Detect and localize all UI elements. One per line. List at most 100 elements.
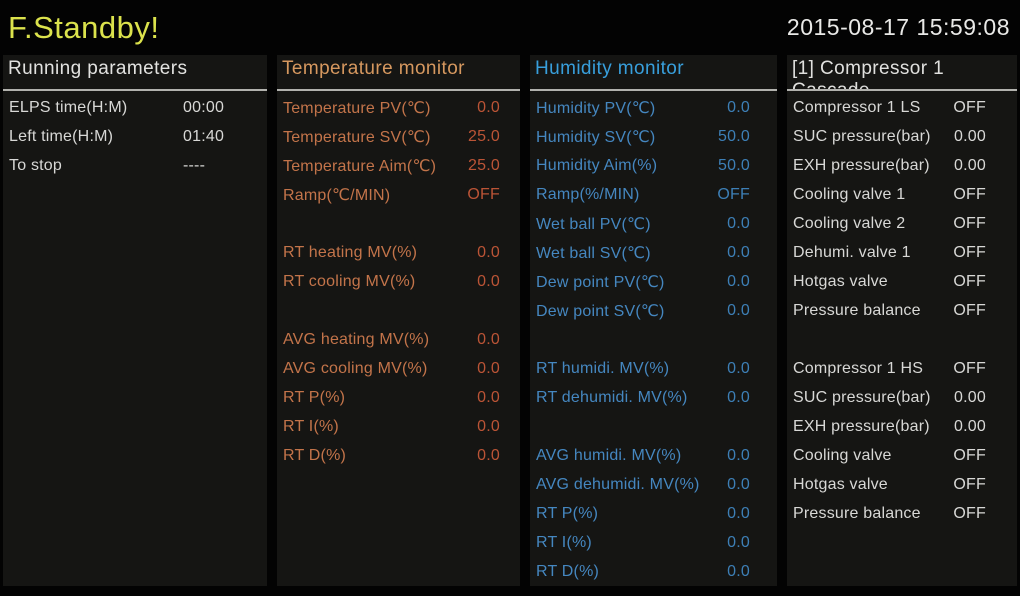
parameter-value: OFF	[953, 359, 986, 377]
parameter-value: OFF	[953, 243, 986, 261]
parameter-value: 0.00	[954, 156, 986, 174]
parameter-value: 0.0	[727, 504, 750, 522]
panel-running-parameters: Running parameters ELPS time(H:M) 00:00 …	[3, 55, 267, 586]
parameter-row: Ramp(℃/MIN) OFF	[277, 180, 520, 209]
parameter-row: EXH pressure(bar) 0.00	[787, 412, 1017, 441]
parameter-label: To stop	[9, 156, 62, 174]
panel-title: Temperature monitor	[277, 55, 520, 91]
parameter-value: 0.00	[954, 417, 986, 435]
parameter-label: AVG dehumidi. MV(%)	[536, 475, 700, 493]
parameter-row: RT humidi. MV(%) 0.0	[530, 354, 777, 383]
parameter-label: Hotgas valve	[793, 475, 888, 493]
parameter-label: RT P(%)	[536, 504, 599, 522]
parameter-value: 0.0	[727, 562, 750, 580]
parameter-row: Humidity Aim(%) 50.0	[530, 151, 777, 180]
parameter-row: Cooling valve OFF	[787, 441, 1017, 470]
parameter-label: EXH pressure(bar)	[793, 156, 930, 174]
parameter-value: 50.0	[718, 127, 750, 145]
parameter-row: Humidity SV(℃) 50.0	[530, 122, 777, 151]
parameter-label: Ramp(%/MIN)	[536, 185, 640, 203]
parameter-value: 0.0	[477, 98, 500, 116]
parameter-value: OFF	[953, 301, 986, 319]
parameter-value: ----	[183, 156, 206, 174]
parameter-label: Humidity PV(℃)	[536, 99, 656, 117]
parameter-row	[530, 325, 777, 354]
parameter-value: 00:00	[183, 98, 225, 116]
parameter-label: RT dehumidi. MV(%)	[536, 388, 688, 406]
parameter-row: Humidity PV(℃) 0.0	[530, 93, 777, 122]
parameter-row: RT D(%) 0.0	[277, 441, 520, 470]
parameter-label: Humidity Aim(%)	[536, 156, 658, 174]
parameter-value: 0.0	[477, 417, 500, 435]
panel-humidity-monitor: Humidity monitor Humidity PV(℃) 0.0 Humi…	[530, 55, 777, 586]
parameter-row: Temperature SV(℃) 25.0	[277, 122, 520, 151]
parameter-row: Compressor 1 LS OFF	[787, 93, 1017, 122]
parameter-label: RT cooling MV(%)	[283, 272, 416, 290]
parameter-label: SUC pressure(bar)	[793, 127, 931, 145]
parameter-label: RT heating MV(%)	[283, 243, 418, 261]
monitor-panels: Running parameters ELPS time(H:M) 00:00 …	[0, 55, 1020, 591]
parameter-row: RT I(%) 0.0	[530, 528, 777, 557]
parameter-row	[530, 412, 777, 441]
parameter-label: RT I(%)	[536, 533, 592, 551]
parameter-value: 0.0	[477, 446, 500, 464]
parameter-row: RT D(%) 0.0	[530, 557, 777, 586]
parameter-value: OFF	[953, 98, 986, 116]
parameter-row: RT P(%) 0.0	[530, 499, 777, 528]
titlebar: F.Standby! 2015-08-17 15:59:08	[0, 0, 1020, 55]
parameter-row: Dew point SV(℃) 0.0	[530, 296, 777, 325]
parameter-row: Dehumi. valve 1 OFF	[787, 238, 1017, 267]
parameter-label: Hotgas valve	[793, 272, 888, 290]
parameter-row: To stop ----	[3, 151, 267, 180]
parameter-label: Wet ball SV(℃)	[536, 244, 651, 262]
parameter-row: AVG heating MV(%) 0.0	[277, 325, 520, 354]
parameter-label: Compressor 1 LS	[793, 98, 921, 116]
parameter-value: 0.0	[477, 330, 500, 348]
parameter-label: SUC pressure(bar)	[793, 388, 931, 406]
machine-status-title: F.Standby!	[8, 9, 160, 45]
parameter-row: RT P(%) 0.0	[277, 383, 520, 412]
parameter-label: Cooling valve	[793, 446, 892, 464]
parameter-value: 0.0	[727, 475, 750, 493]
parameter-row: EXH pressure(bar) 0.00	[787, 151, 1017, 180]
parameter-row: Hotgas valve OFF	[787, 267, 1017, 296]
parameter-row: AVG cooling MV(%) 0.0	[277, 354, 520, 383]
parameter-label: RT I(%)	[283, 417, 339, 435]
parameter-row: Cooling valve 2 OFF	[787, 209, 1017, 238]
panel-temperature-monitor: Temperature monitor Temperature PV(℃) 0.…	[277, 55, 520, 586]
parameter-label: RT D(%)	[536, 562, 600, 580]
parameter-value: 01:40	[183, 127, 225, 145]
parameter-row: Cooling valve 1 OFF	[787, 180, 1017, 209]
parameter-value: 50.0	[718, 156, 750, 174]
parameter-row: RT I(%) 0.0	[277, 412, 520, 441]
parameter-label: Temperature Aim(℃)	[283, 157, 437, 175]
parameter-label: AVG heating MV(%)	[283, 330, 430, 348]
parameter-value: 0.00	[954, 388, 986, 406]
parameter-value: 0.0	[727, 301, 750, 319]
parameter-row: Left time(H:M) 01:40	[3, 122, 267, 151]
parameter-row	[277, 296, 520, 325]
parameter-row: Ramp(%/MIN) OFF	[530, 180, 777, 209]
parameter-label: ELPS time(H:M)	[9, 98, 128, 116]
parameter-row: AVG dehumidi. MV(%) 0.0	[530, 470, 777, 499]
parameter-row: Hotgas valve OFF	[787, 470, 1017, 499]
panel-body: Humidity PV(℃) 0.0 Humidity SV(℃) 50.0 H…	[530, 91, 777, 586]
parameter-value: OFF	[467, 185, 500, 203]
panel-title: Humidity monitor	[530, 55, 777, 91]
parameter-label: Compressor 1 HS	[793, 359, 924, 377]
parameter-label: Dew point PV(℃)	[536, 273, 665, 291]
parameter-value: 0.0	[477, 359, 500, 377]
parameter-value: 0.0	[727, 243, 750, 261]
panel-body: Temperature PV(℃) 0.0 Temperature SV(℃) …	[277, 91, 520, 586]
datetime-display: 2015-08-17 15:59:08	[786, 14, 1010, 40]
parameter-row	[787, 325, 1017, 354]
parameter-row: RT heating MV(%) 0.0	[277, 238, 520, 267]
parameter-label: Cooling valve 1	[793, 185, 906, 203]
parameter-value: OFF	[953, 214, 986, 232]
panel-title: [1] Compressor 1 Cascade	[787, 55, 1017, 91]
parameter-row: Temperature Aim(℃) 25.0	[277, 151, 520, 180]
parameter-value: OFF	[953, 446, 986, 464]
panel-compressor-1-cascade: [1] Compressor 1 Cascade Compressor 1 LS…	[787, 55, 1017, 586]
parameter-row	[277, 209, 520, 238]
parameter-value: 0.0	[477, 272, 500, 290]
